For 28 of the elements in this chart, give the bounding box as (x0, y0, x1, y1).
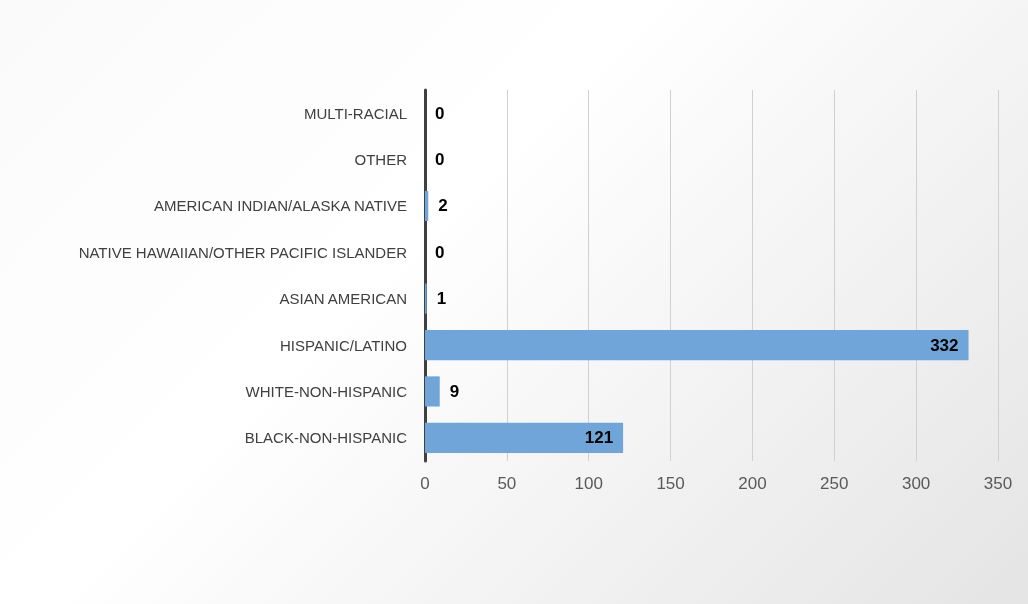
x-tick-label: 150 (656, 474, 685, 493)
y-tick-label: BLACK-NON-HISPANIC (244, 429, 408, 447)
y-tick-label: HISPANIC/LATINO (280, 336, 407, 354)
x-tick-label: 300 (901, 474, 931, 493)
bar (425, 376, 440, 407)
y-tick-label: OTHER (354, 151, 408, 169)
data-label: 0 (435, 242, 445, 262)
data-label: 9 (449, 381, 460, 401)
bar (425, 329, 969, 361)
bar (425, 190, 429, 222)
data-label: 121 (584, 428, 614, 448)
y-tick-label: AMERICAN INDIAN/ALASKA NATIVE (153, 197, 407, 215)
bar (425, 422, 624, 453)
x-tick-label: 200 (738, 474, 767, 493)
y-tick-label: MULTI-RACIAL (303, 104, 407, 122)
data-label: 0 (435, 150, 445, 170)
x-tick-label: 100 (574, 474, 603, 493)
data-label: 332 (930, 335, 959, 355)
x-tick-label: 250 (820, 474, 849, 493)
x-tick-label: 50 (497, 474, 517, 493)
data-label: 1 (436, 289, 447, 309)
x-tick-label: 0 (420, 474, 430, 493)
y-tick-label: ASIAN AMERICAN (279, 290, 407, 308)
y-tick-label: NATIVE HAWAIIAN/OTHER PACIFIC ISLANDER (78, 243, 408, 261)
x-tick-label: 350 (983, 474, 1013, 493)
data-label: 2 (438, 196, 448, 216)
data-label: 0 (435, 103, 445, 123)
y-tick-label: WHITE-NON-HISPANIC (245, 382, 408, 400)
